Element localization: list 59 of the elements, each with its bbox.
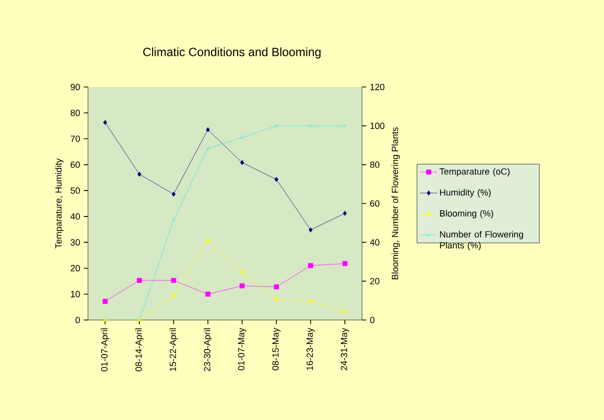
y-tick-label: 30 (70, 239, 80, 246)
x-tick-label: 23-30-April (204, 328, 212, 372)
point (171, 293, 176, 297)
point (274, 176, 278, 182)
y2-tick-label: 20 (370, 278, 380, 284)
y-tick-label: 20 (70, 265, 80, 272)
point (308, 124, 312, 128)
y2-tick-label: 0 (370, 316, 374, 324)
y2-tick-label: 60 (370, 200, 380, 207)
point (274, 296, 279, 300)
x-tick-label: 01-07-May (238, 328, 246, 370)
x-tick-label: 08-15-May (272, 328, 280, 370)
point (342, 309, 348, 313)
y2-axis-title: Blooming, Number of Flowering Plants (392, 127, 400, 280)
legend-label: Humidity (%) (440, 189, 491, 198)
point (206, 127, 210, 132)
point (240, 269, 244, 274)
point (274, 124, 278, 128)
y2-tick-label: 40 (370, 239, 380, 246)
point (342, 210, 347, 216)
point (103, 120, 108, 125)
point (172, 218, 176, 222)
y-tick-label: 90 (70, 84, 80, 90)
y-tick-label: 80 (70, 110, 80, 116)
point (240, 283, 245, 288)
legend-label: Number of Flowering Plants (%) (440, 230, 524, 250)
x-tick-label: 15-22-April (169, 328, 178, 371)
y-tick-label: 10 (70, 290, 80, 298)
y-axis-title: Temparature, Humidity (55, 158, 64, 248)
x-tick-label: 24-31-May (340, 328, 349, 370)
point (342, 261, 348, 266)
point (308, 298, 313, 302)
y2-tick-label: 100 (370, 122, 384, 130)
point (171, 278, 176, 283)
point (137, 172, 142, 177)
point (240, 160, 244, 166)
point (205, 292, 210, 297)
y-tick-label: 70 (70, 136, 80, 142)
legend-label: Temparature (oC) (440, 168, 510, 176)
point (206, 238, 210, 242)
point (240, 136, 244, 140)
y-tick-label: 60 (70, 161, 80, 168)
chart-title: Climatic Conditions and Blooming (143, 47, 321, 59)
legend-label: Blooming (%) (440, 210, 494, 218)
x-tick-label: 08-14-April (135, 328, 144, 372)
y-tick-label: 40 (70, 213, 80, 220)
point (136, 278, 142, 283)
y-tick-label: 50 (70, 187, 80, 194)
point (308, 263, 314, 268)
point (308, 227, 313, 232)
point (206, 146, 210, 150)
point (172, 192, 176, 197)
y2-tick-label: 80 (370, 161, 380, 168)
point (274, 284, 279, 290)
x-tick-label: 01-07-April (100, 328, 110, 372)
y-tick-label: 0 (76, 316, 80, 324)
x-tick-label: 16-23-May (306, 328, 315, 370)
y2-tick-label: 120 (370, 84, 384, 90)
point (102, 298, 108, 304)
